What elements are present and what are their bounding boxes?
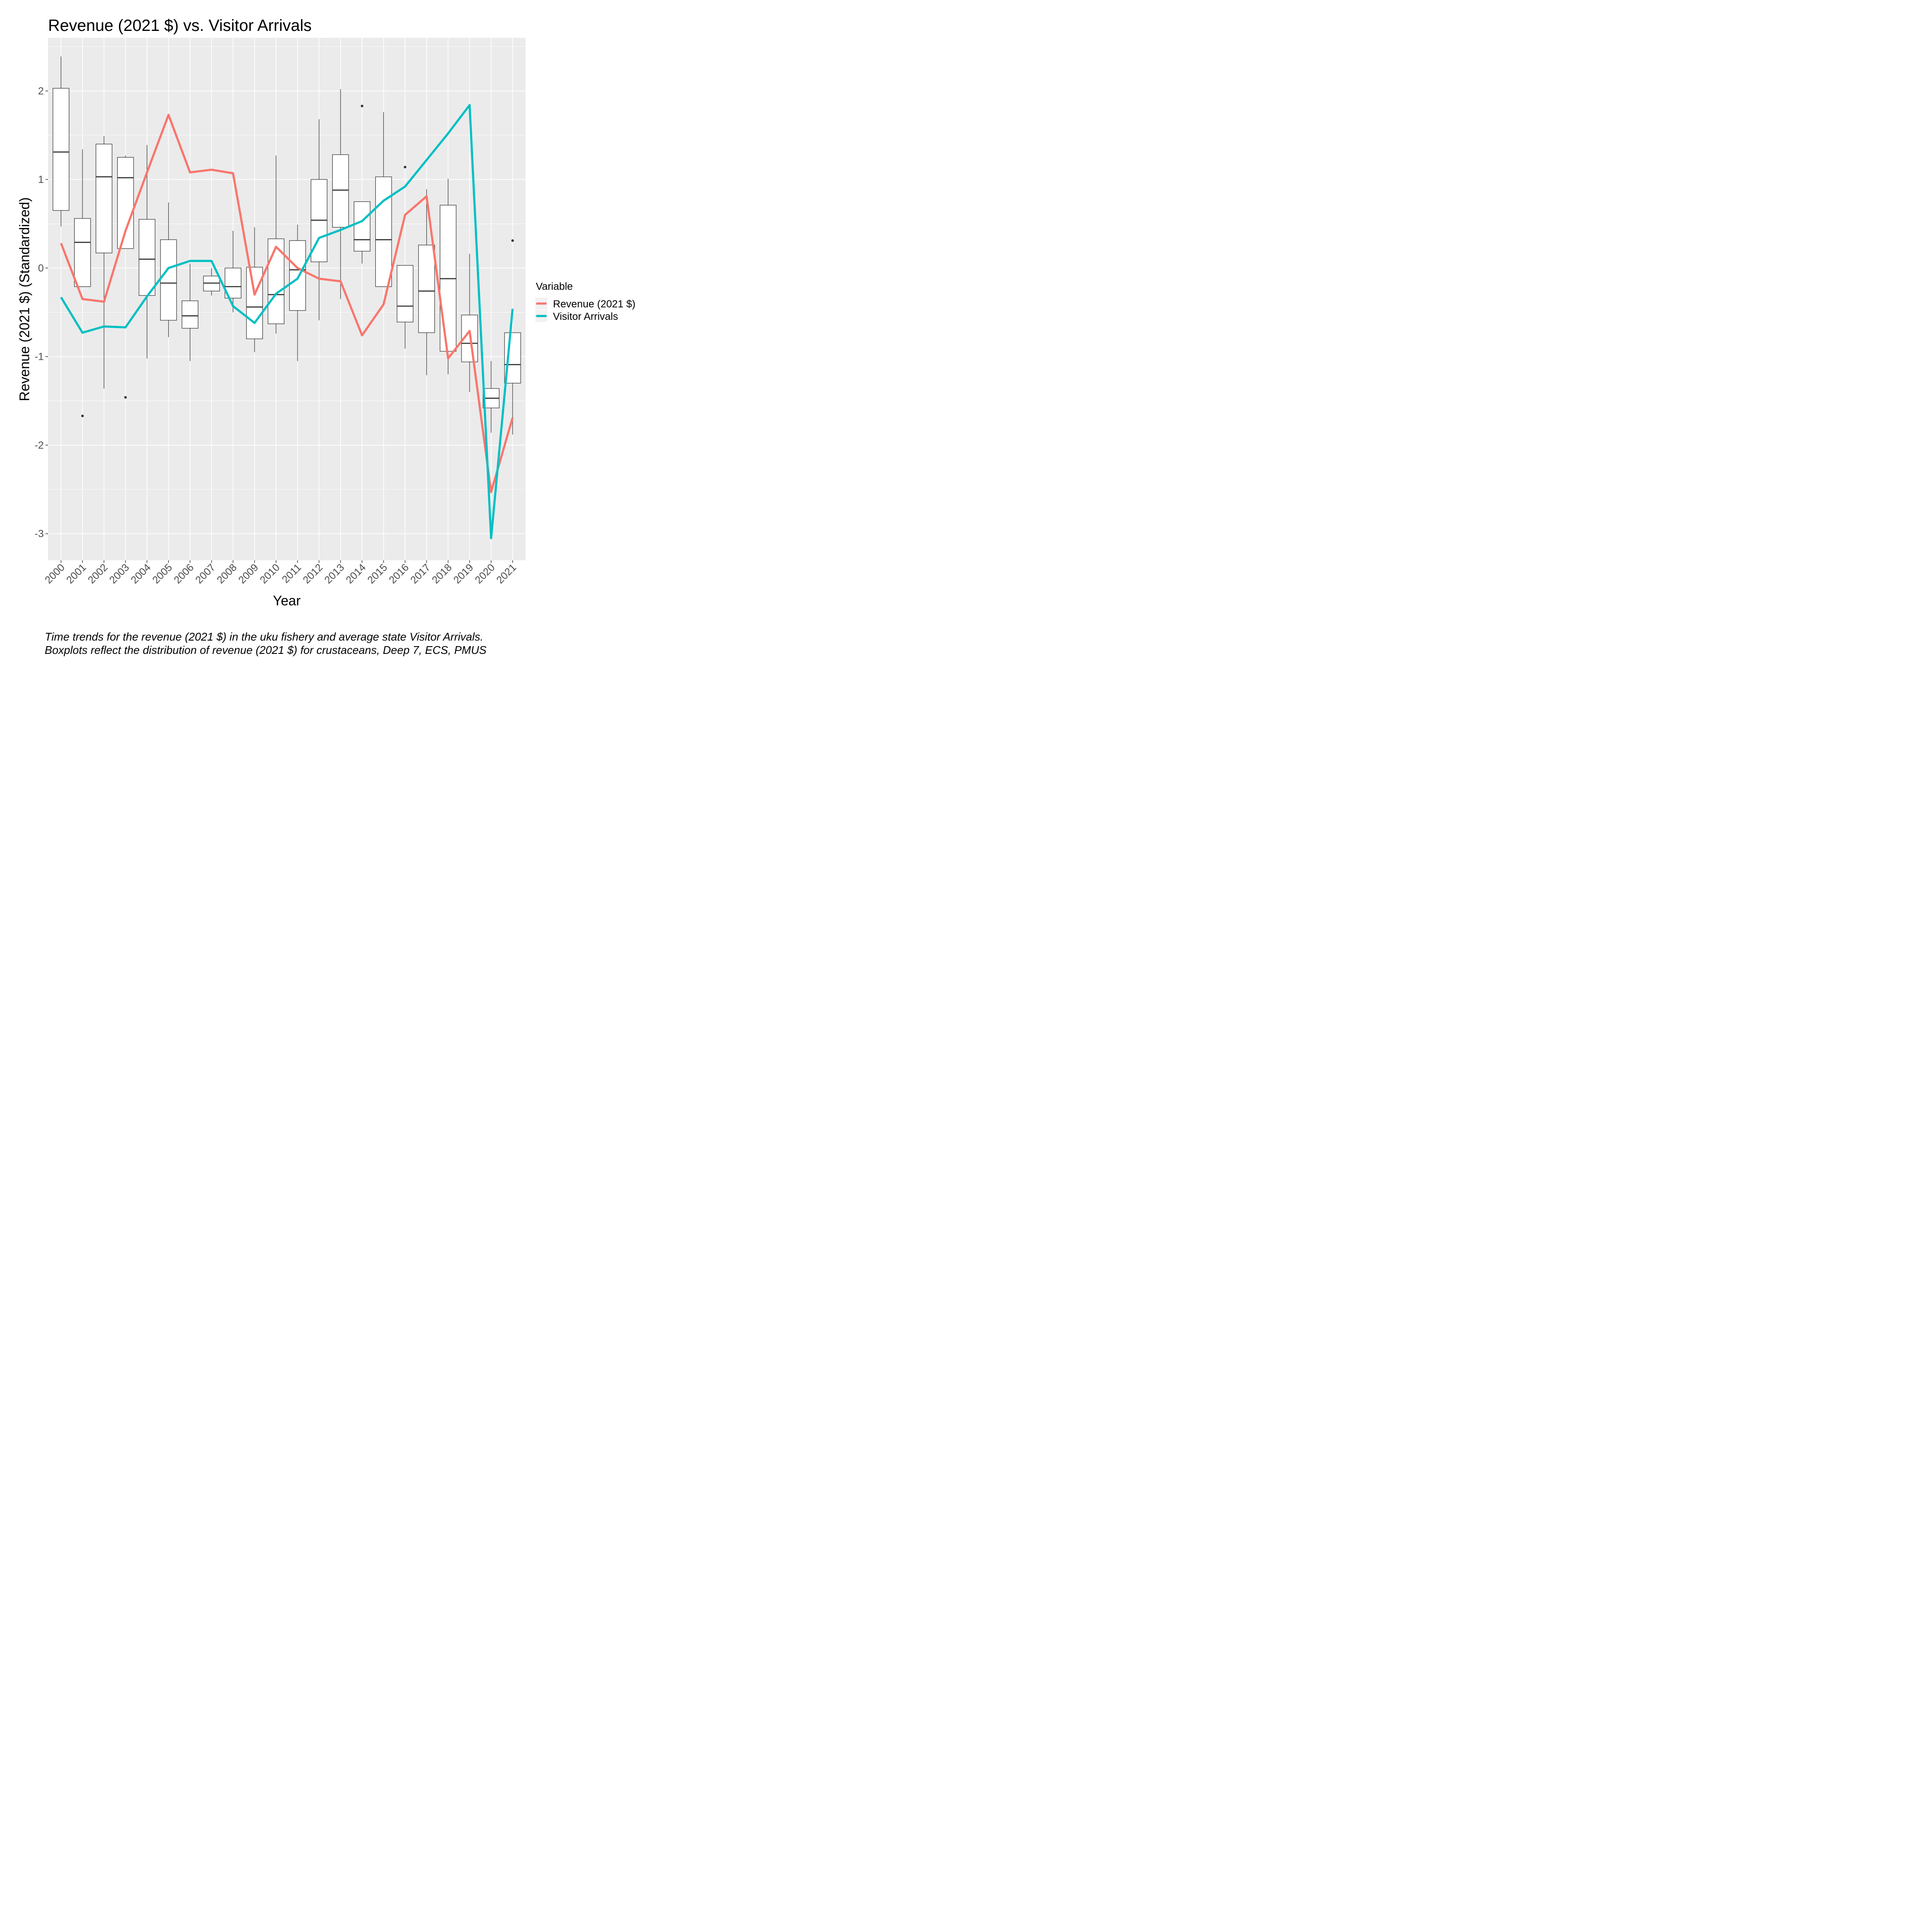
x-tick-label: 2002 (86, 562, 110, 586)
x-tick-label: 2011 (280, 562, 304, 586)
box (353, 201, 371, 252)
figure-caption: Time trends for the revenue (2021 $) in … (0, 630, 528, 657)
series-line-visitor-arrivals (60, 104, 514, 539)
x-tick-label: 2007 (193, 562, 218, 586)
x-tick-label: 2006 (172, 562, 196, 586)
x-tick-label: 2001 (64, 562, 88, 586)
x-tick-label: 2012 (301, 562, 325, 586)
boxplot-2020 (483, 361, 500, 433)
box (246, 267, 263, 339)
boxplot-2017 (418, 189, 435, 375)
x-tick-label: 2019 (451, 562, 476, 586)
y-tick-label: 1 (38, 174, 44, 185)
legend-title: Variable (536, 281, 573, 292)
boxplot-2007 (203, 268, 220, 296)
x-axis-title: Year (273, 593, 301, 608)
boxplot-2013 (332, 89, 349, 299)
caption-line-1: Time trends for the revenue (2021 $) in … (45, 630, 483, 643)
y-axis-title: Revenue (2021 $) (Standardized) (17, 197, 32, 401)
y-tick-label: -1 (35, 351, 44, 363)
x-tick-label: 2003 (107, 562, 132, 586)
x-tick-label: 2004 (129, 562, 153, 586)
x-axis: 2000200120022003200420052006200720082009… (43, 560, 519, 586)
boxplot-2018 (440, 178, 457, 374)
boxplot-2002 (95, 136, 112, 389)
x-tick-label: 2015 (365, 562, 390, 586)
x-tick-label: 2009 (236, 562, 261, 586)
outlier-point (404, 166, 407, 169)
boxplot-2011 (289, 225, 306, 361)
boxplot-2014 (353, 104, 371, 264)
outlier-point (124, 396, 127, 399)
series-line-revenue (60, 114, 514, 493)
legend: Variable Revenue (2021 $)Visitor Arrival… (535, 281, 635, 322)
y-tick-label: -3 (35, 528, 44, 540)
x-tick-label: 2020 (473, 562, 497, 586)
outlier-point (81, 414, 84, 417)
x-tick-label: 2014 (344, 562, 368, 586)
box (418, 245, 435, 333)
x-tick-label: 2008 (215, 562, 239, 586)
x-tick-label: 2000 (43, 562, 67, 586)
x-tick-label: 2005 (150, 562, 175, 586)
y-tick-label: 2 (38, 85, 44, 97)
boxplot-2008 (225, 231, 242, 313)
chart: Revenue (2021 $) vs. Visitor Arrivals -3… (17, 17, 635, 608)
legend-items: Revenue (2021 $)Visitor Arrivals (535, 298, 635, 322)
y-tick-label: 0 (38, 262, 44, 274)
x-tick-label: 2018 (430, 562, 454, 586)
legend-label: Revenue (2021 $) (553, 298, 635, 310)
box (289, 240, 306, 311)
x-tick-label: 2010 (258, 562, 282, 586)
series-lines (60, 104, 514, 539)
outlier-point (361, 104, 364, 107)
boxplot-2016 (397, 166, 413, 349)
box (332, 154, 349, 228)
box (375, 176, 392, 287)
x-tick-label: 2013 (322, 562, 347, 586)
boxplot-2015 (375, 112, 392, 287)
x-tick-label: 2016 (387, 562, 411, 586)
chart-title: Revenue (2021 $) vs. Visitor Arrivals (48, 17, 312, 35)
outlier-point (511, 239, 514, 242)
box (74, 218, 91, 287)
boxplot-2004 (139, 145, 155, 358)
boxplot-2009 (246, 227, 263, 352)
boxplots (52, 56, 521, 435)
box (52, 88, 70, 211)
box (160, 239, 177, 321)
boxplot-2005 (160, 202, 177, 337)
y-axis: -3 -2 -1 0 1 2 (35, 85, 48, 540)
box (117, 157, 134, 249)
boxplot-2006 (182, 263, 198, 361)
box (225, 267, 242, 299)
x-tick-label: 2017 (408, 562, 433, 586)
box (139, 219, 155, 296)
legend-label: Visitor Arrivals (553, 311, 618, 322)
y-tick-label: -2 (35, 440, 44, 451)
box (397, 265, 413, 322)
boxplot-2000 (52, 56, 70, 227)
boxplot-2001 (74, 149, 91, 417)
box (95, 143, 112, 253)
box (182, 301, 198, 329)
boxplot-2003 (117, 155, 134, 399)
caption-line-2: Boxplots reflect the distribution of rev… (41, 644, 487, 656)
x-tick-label: 2021 (494, 562, 519, 586)
